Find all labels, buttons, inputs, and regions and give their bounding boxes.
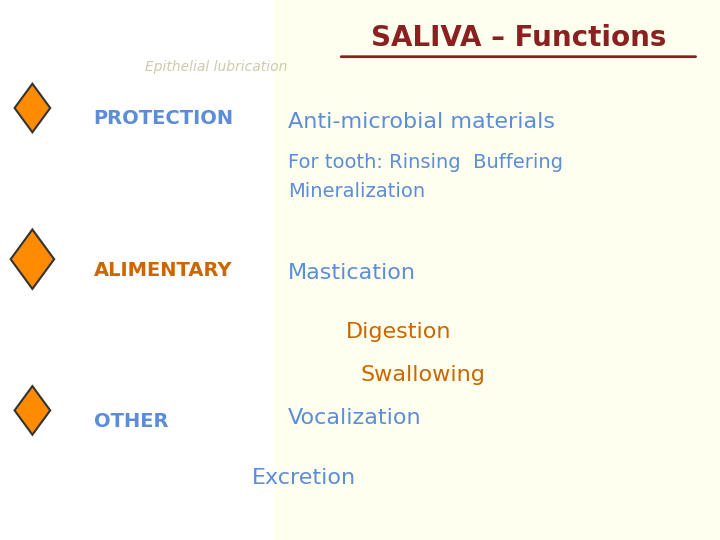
- Text: PROTECTION: PROTECTION: [94, 109, 234, 129]
- Text: Epithelial lubrication: Epithelial lubrication: [145, 60, 287, 75]
- Polygon shape: [14, 386, 50, 435]
- Text: For tooth: Rinsing  Buffering: For tooth: Rinsing Buffering: [288, 152, 563, 172]
- Bar: [0, 0, 274, 540]
- Text: Digestion: Digestion: [346, 322, 451, 342]
- Polygon shape: [11, 230, 54, 289]
- Polygon shape: [14, 84, 50, 132]
- Text: ALIMENTARY: ALIMENTARY: [94, 260, 232, 280]
- Bar: [274, 0, 720, 540]
- Text: OTHER: OTHER: [94, 411, 168, 431]
- Text: Mastication: Mastication: [288, 262, 416, 283]
- Text: SALIVA – Functions: SALIVA – Functions: [371, 24, 666, 52]
- Text: Swallowing: Swallowing: [360, 365, 485, 386]
- Text: Mineralization: Mineralization: [288, 182, 425, 201]
- Text: Anti-microbial materials: Anti-microbial materials: [288, 111, 555, 132]
- Text: Vocalization: Vocalization: [288, 408, 422, 429]
- Text: Excretion: Excretion: [252, 468, 356, 488]
